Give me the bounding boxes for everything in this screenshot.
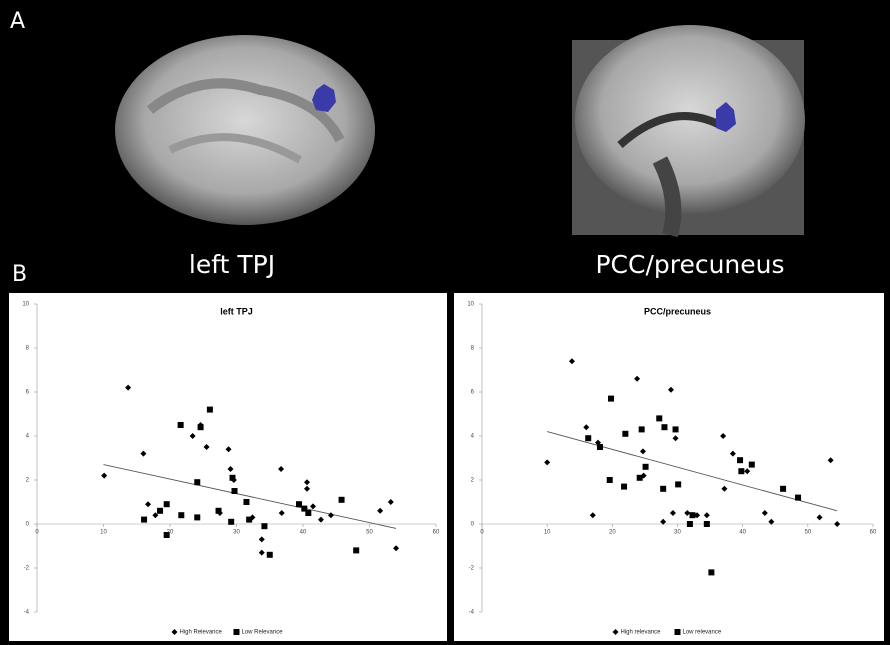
point [305, 510, 311, 516]
x-tick-label: 50 [804, 530, 811, 536]
point [639, 426, 645, 432]
point [597, 444, 603, 450]
legend-label: High Relevance [180, 630, 223, 636]
point [296, 501, 302, 507]
y-tick-label: -2 [469, 566, 475, 572]
x-tick-label: 60 [433, 530, 440, 536]
point [194, 479, 200, 485]
chart-title: PCC/precuneus [644, 306, 711, 316]
x-tick-label: 20 [609, 530, 616, 536]
y-tick-label: 10 [467, 302, 474, 308]
point [157, 508, 163, 514]
point [207, 407, 213, 413]
point [708, 569, 714, 575]
point [622, 431, 628, 437]
point [795, 495, 801, 501]
point [637, 475, 643, 481]
point [656, 415, 662, 421]
point [660, 486, 666, 492]
point [178, 422, 184, 428]
point [141, 517, 147, 523]
brain-left [115, 35, 375, 225]
point [261, 523, 267, 529]
point [673, 426, 679, 432]
chart-area [8, 292, 448, 642]
point [621, 484, 627, 490]
point [689, 512, 695, 518]
point [267, 552, 273, 558]
x-tick-label: 50 [366, 530, 373, 536]
point [243, 499, 249, 505]
x-tick-label: 30 [674, 530, 681, 536]
point [339, 497, 345, 503]
point [230, 475, 236, 481]
point [749, 462, 755, 468]
point [608, 396, 614, 402]
point [164, 501, 170, 507]
point [198, 424, 204, 430]
point [585, 435, 591, 441]
point [178, 512, 184, 518]
y-tick-label: -4 [469, 610, 475, 616]
caption: left TPJ [189, 250, 275, 279]
x-tick-label: 40 [739, 530, 746, 536]
point [216, 508, 222, 514]
chart-title: left TPJ [220, 306, 253, 316]
point [232, 488, 238, 494]
legend-label: High relevance [621, 630, 662, 636]
y-tick-label: -4 [24, 610, 30, 616]
point [353, 547, 359, 553]
point [228, 519, 234, 525]
point [194, 514, 200, 520]
point [643, 464, 649, 470]
point [164, 532, 170, 538]
panel-label: A [10, 9, 25, 34]
y-tick-label: -2 [24, 566, 30, 572]
y-tick-label: 10 [22, 302, 29, 308]
point [675, 481, 681, 487]
brain-right [572, 25, 805, 235]
legend-square [675, 629, 681, 635]
x-tick-label: 40 [300, 530, 307, 536]
chart-area [453, 292, 885, 642]
point [246, 517, 252, 523]
point [661, 424, 667, 430]
x-tick-label: 10 [544, 530, 551, 536]
x-tick-label: 30 [233, 530, 240, 536]
x-tick-label: 10 [100, 530, 107, 536]
x-tick-label: 60 [870, 530, 877, 536]
caption: PCC/precuneus [595, 250, 784, 279]
point [738, 468, 744, 474]
legend-label: Low relevance [683, 630, 722, 636]
point [687, 521, 693, 527]
point [737, 457, 743, 463]
point [780, 486, 786, 492]
point [704, 521, 710, 527]
legend-label: Low Relevance [242, 630, 284, 636]
point [607, 477, 613, 483]
legend-square [234, 629, 240, 635]
figure: A B left TPJ PCC/precuneus -4-2024681001… [0, 0, 890, 645]
panel-label: B [12, 262, 27, 287]
